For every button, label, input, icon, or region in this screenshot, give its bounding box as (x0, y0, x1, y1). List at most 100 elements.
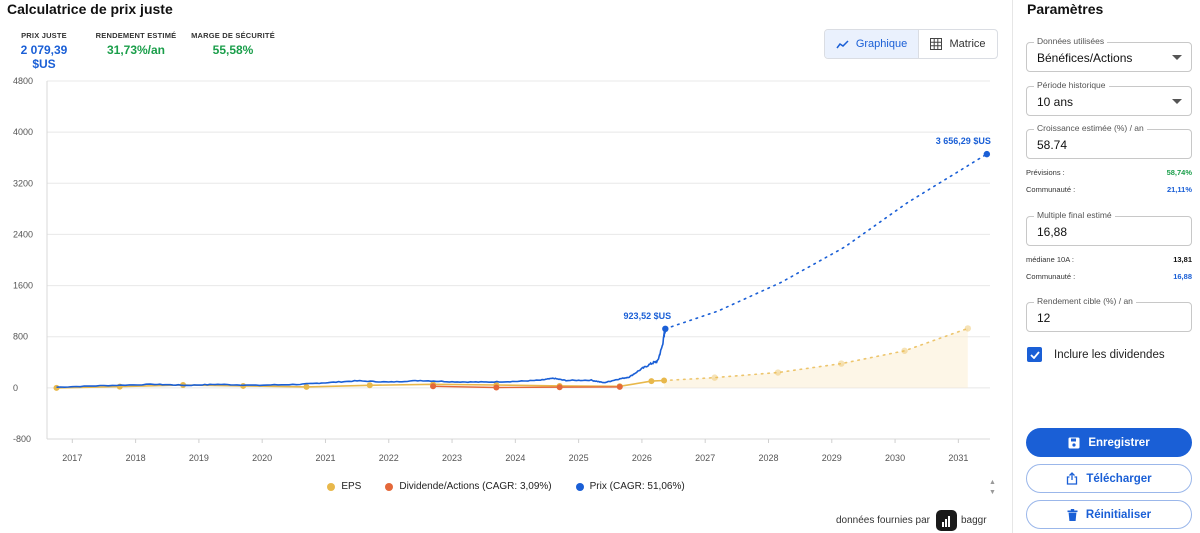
x-tick-label: 2029 (822, 453, 842, 463)
legend-label-dividend: Dividende/Actions (CAGR: 3,09%) (399, 481, 552, 492)
data-provider: données fournies par baggr (836, 510, 987, 531)
multiple-median-label: médiane 10A : (1026, 255, 1074, 264)
x-tick-label: 2030 (885, 453, 905, 463)
save-button[interactable]: Enregistrer (1026, 428, 1192, 457)
eps-projection-point (711, 374, 718, 381)
eps-projection-point (774, 369, 782, 376)
x-tick-label: 2023 (442, 453, 462, 463)
legend-scroll-arrows[interactable]: ▲ ▼ (989, 479, 996, 496)
settings-sidebar: Paramètres Données utilisées Bénéfices/A… (1012, 0, 1200, 533)
eps-point (366, 382, 373, 389)
include-dividends-label: Inclure les dividendes (1054, 348, 1165, 361)
data-used-select[interactable]: Données utilisées Bénéfices/Actions (1026, 36, 1192, 72)
x-tick-label: 2020 (252, 453, 272, 463)
chevron-down-icon (1172, 55, 1182, 60)
growth-forecast-label: Prévisions : (1026, 168, 1065, 177)
legend-dot-dividend (385, 482, 394, 491)
legend-item-dividend[interactable]: Dividende/Actions (CAGR: 3,09%) (385, 481, 552, 492)
chart-view-button[interactable]: Graphique (825, 30, 919, 58)
dividend-line (433, 385, 620, 389)
x-tick-label: 2026 (632, 453, 652, 463)
x-tick-label: 2025 (569, 453, 589, 463)
legend-item-eps[interactable]: EPS (327, 481, 361, 492)
stat-safety-margin-label: MARGE DE SÉCURITÉ (191, 31, 275, 40)
multiple-median-value: 13,81 (1173, 255, 1192, 264)
chevron-down-icon (1172, 99, 1182, 104)
data-used-label: Données utilisées (1034, 36, 1108, 46)
reset-button[interactable]: Réinitialiser (1026, 500, 1192, 529)
period-select[interactable]: Période historique 10 ans (1026, 80, 1192, 116)
x-tick-label: 2031 (948, 453, 968, 463)
data-used-value: Bénéfices/Actions (1037, 51, 1133, 65)
page-title: Calculatrice de prix juste (7, 1, 173, 17)
share-icon (1067, 472, 1078, 485)
growth-label: Croissance estimée (%) / an (1034, 123, 1147, 133)
multiple-median-row: médiane 10A : 13,81 (1026, 255, 1192, 264)
save-label: Enregistrer (1088, 436, 1150, 449)
eps-projection-point (838, 360, 845, 367)
view-toggle: Graphique Matrice (824, 29, 998, 59)
download-label: Télécharger (1086, 472, 1152, 485)
stat-safety-margin-value: 55,58% (212, 43, 254, 57)
chart-legend: EPS Dividende/Actions (CAGR: 3,09%) Prix… (0, 481, 1012, 492)
y-tick-label: 4800 (13, 76, 33, 86)
stat-fair-price-value: 2 079,39 $US (20, 43, 68, 71)
download-button[interactable]: Télécharger (1026, 464, 1192, 493)
y-tick-label: 0 (13, 383, 18, 393)
eps-point (303, 383, 310, 390)
eps-point (661, 377, 668, 384)
y-tick-label: 4000 (13, 127, 33, 137)
growth-community-label: Communauté : (1026, 185, 1076, 194)
x-tick-label: 2018 (126, 453, 146, 463)
multiple-community-row: Communauté : 16,88 (1026, 272, 1192, 281)
include-dividends-checkbox[interactable]: Inclure les dividendes (1027, 347, 1165, 362)
target-return-label: Rendement cible (%) / an (1034, 296, 1136, 306)
growth-input[interactable]: Croissance estimée (%) / an 58.74 (1026, 123, 1192, 159)
growth-forecast-value: 58,74% (1166, 168, 1192, 177)
price-line (56, 328, 667, 389)
legend-label-price: Prix (CAGR: 51,06%) (589, 481, 685, 492)
eps-projection-line (663, 327, 969, 382)
checkmark-icon (1027, 347, 1042, 362)
growth-value: 58.74 (1037, 138, 1068, 152)
period-value: 10 ans (1037, 95, 1074, 109)
target-return-input[interactable]: Rendement cible (%) / an 12 (1026, 296, 1192, 332)
price-projection-label: 3 656,29 $US (936, 136, 991, 146)
dividend-point (430, 383, 437, 390)
eps-point (648, 378, 655, 385)
final-multiple-value: 16,88 (1037, 225, 1068, 239)
main-panel: Calculatrice de prix juste PRIX JUSTE 2 … (0, 1, 1012, 531)
price-current-label: 923,52 $US (624, 311, 672, 321)
stat-safety-margin: MARGE DE SÉCURITÉ 55,58% (186, 31, 280, 57)
save-icon (1068, 437, 1080, 448)
dividend-point (493, 384, 500, 391)
legend-item-price[interactable]: Prix (CAGR: 51,06%) (575, 481, 685, 492)
legend-dot-eps (327, 482, 336, 491)
multiple-community-label: Communauté : (1026, 272, 1076, 281)
trash-icon (1067, 508, 1078, 521)
eps-projection-area (664, 328, 968, 388)
target-return-value: 12 (1037, 311, 1051, 325)
stat-estimated-return-label: RENDEMENT ESTIMÉ (95, 31, 177, 40)
y-tick-label: 800 (13, 332, 28, 342)
provider-name: baggr (960, 515, 987, 526)
sidebar-title: Paramètres (1027, 1, 1104, 17)
final-multiple-input[interactable]: Multiple final estimé 16,88 (1026, 210, 1192, 246)
y-tick-label: 3200 (13, 178, 33, 188)
stat-estimated-return-value: 31,73%/an (106, 43, 166, 57)
y-tick-label: 1600 (13, 281, 33, 291)
x-tick-label: 2027 (695, 453, 715, 463)
legend-label-eps: EPS (341, 481, 362, 492)
price-projection-line (664, 153, 988, 330)
dividend-point (556, 384, 563, 391)
x-tick-label: 2028 (758, 453, 778, 463)
legend-dot-price (575, 482, 584, 491)
x-tick-label: 2017 (62, 453, 82, 463)
final-multiple-label: Multiple final estimé (1034, 210, 1115, 220)
price-current-point (662, 325, 669, 333)
growth-forecast-row: Prévisions : 58,74% (1026, 168, 1192, 177)
dividend-point (616, 383, 623, 390)
matrix-view-button[interactable]: Matrice (919, 30, 997, 58)
stat-estimated-return: RENDEMENT ESTIMÉ 31,73%/an (90, 31, 182, 57)
eps-projection-point (901, 347, 908, 354)
